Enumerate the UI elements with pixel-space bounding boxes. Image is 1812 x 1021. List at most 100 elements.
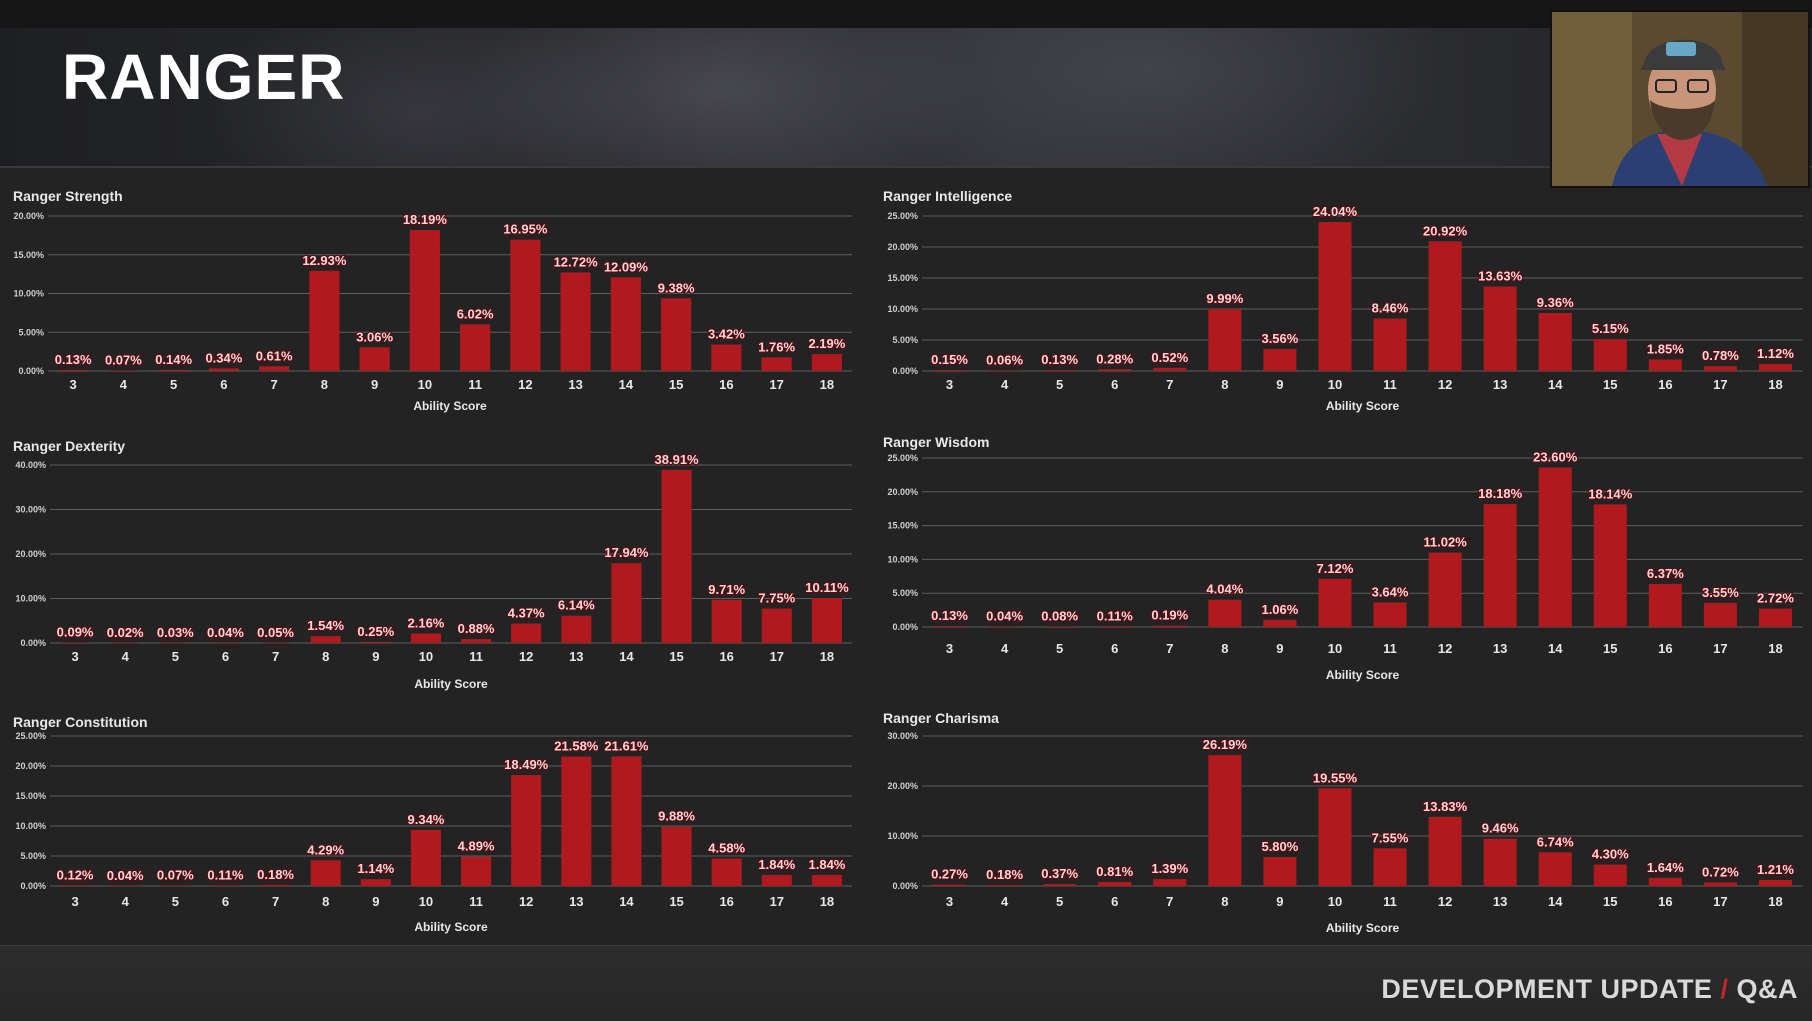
bar-4: [108, 370, 139, 371]
y-tick-label: 20.00%: [15, 761, 46, 771]
x-tick-label: 11: [1383, 377, 1397, 392]
bar-15: [661, 469, 692, 643]
x-tick-label: 4: [1001, 377, 1009, 392]
x-tick-label: 17: [1713, 894, 1727, 909]
chart-ranger-constitution: Ranger Constitution 0.00% 5.00% 10.00% 15.00…: [10, 704, 855, 939]
y-tick-label: 15.00%: [13, 250, 44, 260]
data-label: 1.21%: [1757, 862, 1794, 877]
data-label: 0.04%: [207, 625, 244, 640]
bar-10: [409, 230, 440, 371]
footer-label-left: DEVELOPMENT UPDATE: [1381, 974, 1713, 1004]
data-label: 20.92%: [1423, 223, 1468, 238]
bar-6: [210, 885, 241, 886]
data-label: 0.04%: [107, 868, 144, 883]
bar-10: [410, 829, 441, 886]
data-label: 0.81%: [1096, 864, 1133, 879]
bar-15: [661, 298, 692, 371]
x-tick-label: 9: [1276, 377, 1283, 392]
data-label: 7.75%: [758, 591, 795, 606]
x-tick-label: 6: [222, 894, 229, 909]
x-tick-label: 8: [1221, 377, 1228, 392]
chart-title: Ranger Charisma: [883, 710, 999, 726]
data-label: 17.94%: [604, 545, 649, 560]
x-tick-label: 6: [1111, 641, 1118, 656]
bar-12: [510, 239, 541, 371]
data-label: 0.04%: [986, 609, 1023, 624]
bar-17: [761, 357, 792, 371]
footer-label-right: Q&A: [1736, 974, 1798, 1004]
bar-13: [1483, 504, 1517, 627]
data-label: 2.72%: [1757, 591, 1794, 606]
y-tick-label: 5.00%: [20, 851, 46, 861]
y-tick-label: 5.00%: [892, 588, 918, 598]
data-label: 24.04%: [1313, 204, 1358, 219]
bar-5: [160, 642, 191, 644]
x-tick-label: 16: [1658, 894, 1672, 909]
bar-6: [210, 642, 241, 644]
bar-6: [1098, 881, 1132, 886]
x-tick-label: 18: [820, 894, 834, 909]
bar-9: [1263, 857, 1297, 886]
x-tick-label: 3: [946, 641, 953, 656]
bar-18: [1758, 608, 1792, 627]
bar-8: [1208, 755, 1242, 886]
bar-9: [360, 641, 391, 643]
y-tick-label: 5.00%: [892, 335, 918, 345]
bar-4: [988, 370, 1022, 372]
x-tick-label: 17: [770, 649, 784, 664]
chart-ranger-intelligence: Ranger Intelligence 0.00% 5.00% 10.00% 15.00…: [880, 178, 1805, 413]
x-tick-label: 17: [1713, 377, 1727, 392]
chart-ranger-charisma: Ranger Charisma 0.00% 10.00% 20.00% 30.00% 0.…: [880, 700, 1805, 935]
x-tick-label: 9: [372, 894, 379, 909]
bar-18: [811, 354, 842, 371]
data-label: 21.61%: [604, 738, 649, 753]
x-tick-label: 18: [1768, 377, 1782, 392]
x-tick-label: 4: [1001, 894, 1009, 909]
bar-11: [1373, 318, 1407, 371]
x-tick-label: 5: [170, 377, 177, 392]
data-label: 9.71%: [708, 582, 745, 597]
x-tick-label: 3: [70, 377, 77, 392]
bar-3: [933, 626, 967, 627]
x-tick-label: 13: [1493, 377, 1507, 392]
x-tick-label: 11: [1383, 641, 1397, 656]
data-label: 0.18%: [257, 867, 294, 882]
bar-4: [110, 642, 141, 644]
page-title: RANGER: [62, 41, 346, 113]
bar-7: [260, 642, 291, 644]
bar-4: [988, 885, 1022, 886]
x-tick-label: 6: [220, 377, 227, 392]
x-axis-label: Ability Score: [1326, 668, 1400, 682]
bar-10: [410, 633, 441, 643]
y-tick-label: 25.00%: [887, 453, 918, 463]
data-label: 9.36%: [1537, 295, 1574, 310]
bar-17: [761, 874, 792, 886]
data-label: 12.09%: [604, 259, 649, 274]
x-tick-label: 12: [1438, 641, 1452, 656]
x-tick-label: 9: [1276, 894, 1283, 909]
x-tick-label: 12: [519, 894, 533, 909]
bar-8: [310, 636, 341, 643]
data-label: 1.84%: [758, 857, 795, 872]
data-label: 12.72%: [554, 254, 599, 269]
bar-16: [1648, 359, 1682, 371]
x-tick-label: 6: [1111, 377, 1118, 392]
data-label: 11.02%: [1423, 535, 1467, 550]
data-label: 5.15%: [1592, 321, 1629, 336]
chart-svg: Ranger Dexterity 0.00% 10.00% 20.00% 30.00% 4…: [13, 438, 852, 691]
bar-14: [610, 277, 641, 371]
x-tick-label: 12: [1438, 377, 1452, 392]
data-label: 0.08%: [1041, 608, 1078, 623]
bar-5: [1043, 884, 1077, 886]
x-tick-label: 14: [1548, 641, 1563, 656]
bar-11: [1373, 848, 1407, 886]
x-tick-label: 3: [946, 894, 953, 909]
bar-9: [1263, 348, 1297, 371]
y-tick-label: 0.00%: [892, 622, 918, 632]
bar-12: [511, 775, 542, 886]
x-tick-label: 10: [419, 894, 433, 909]
data-label: 2.16%: [408, 615, 445, 630]
x-axis-label: Ability Score: [414, 677, 488, 691]
webcam-overlay: [1550, 10, 1810, 188]
data-label: 1.54%: [307, 618, 344, 633]
